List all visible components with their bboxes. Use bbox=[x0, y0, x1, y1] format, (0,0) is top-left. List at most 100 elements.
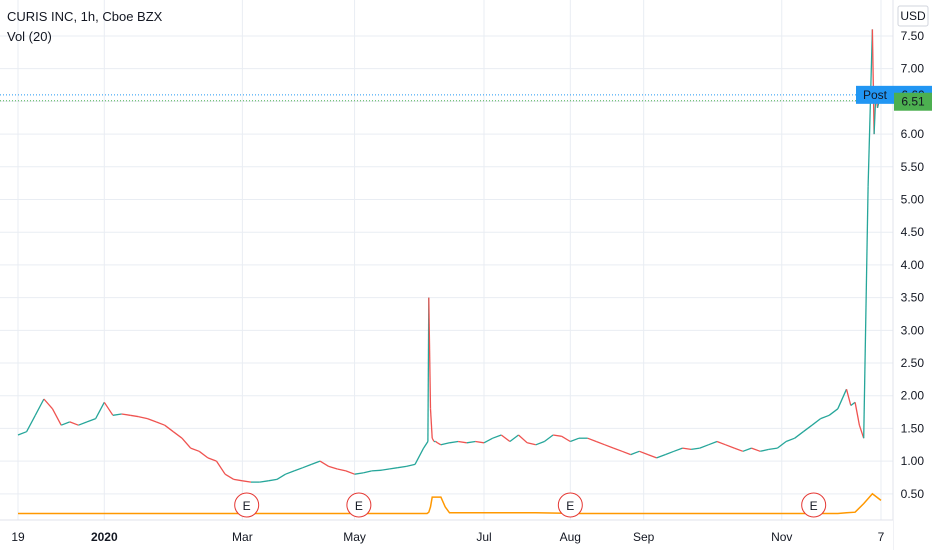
earnings-marker[interactable] bbox=[346, 492, 372, 518]
price-segment bbox=[708, 440, 718, 446]
price-segment bbox=[112, 413, 122, 416]
price-tick-label: 1.50 bbox=[901, 421, 925, 435]
price-segment bbox=[78, 421, 88, 426]
time-tick-label: 2020 bbox=[91, 530, 118, 544]
price-segment bbox=[428, 297, 432, 409]
earnings-marker-label: E bbox=[810, 499, 818, 513]
price-segment bbox=[630, 450, 640, 456]
price-segment bbox=[293, 467, 304, 472]
price-segment bbox=[181, 437, 192, 449]
price-segment bbox=[811, 418, 821, 426]
post-badge-label: Post bbox=[863, 88, 888, 102]
price-tick-label: 4.00 bbox=[901, 258, 925, 272]
currency-label: USD bbox=[900, 9, 926, 23]
time-tick-label: Jul bbox=[476, 530, 491, 544]
price-segment bbox=[190, 447, 200, 452]
earnings-marker[interactable] bbox=[557, 492, 583, 518]
price-segment bbox=[207, 457, 217, 462]
earnings-marker-label: E bbox=[243, 499, 251, 513]
price-segment bbox=[414, 447, 425, 465]
price-segment bbox=[389, 467, 398, 470]
price-segment bbox=[319, 460, 330, 467]
price-segment bbox=[820, 414, 830, 420]
price-segment bbox=[268, 478, 278, 482]
price-segment bbox=[867, 29, 874, 187]
price-segment bbox=[43, 398, 53, 410]
price-axis[interactable]: USD 0.50 1.00 1.50 2.00 2.50 3.00 3.50 4.00 4.50 5… bbox=[856, 0, 932, 550]
price-segment bbox=[233, 478, 243, 482]
price-segment bbox=[458, 440, 467, 444]
price-segment bbox=[509, 434, 519, 443]
price-segment bbox=[760, 448, 769, 452]
earnings-marker[interactable] bbox=[801, 492, 827, 518]
earnings-marker[interactable] bbox=[234, 492, 260, 518]
price-segment bbox=[130, 414, 139, 418]
post-badge bbox=[856, 85, 894, 104]
price-segment bbox=[429, 408, 433, 439]
price-segment bbox=[302, 463, 312, 469]
price-segment bbox=[527, 442, 536, 446]
price-segment bbox=[60, 421, 71, 426]
price-segment bbox=[665, 450, 675, 456]
price-segment bbox=[647, 453, 657, 459]
price-segment bbox=[837, 388, 848, 410]
price-tick-label: 5.00 bbox=[901, 192, 925, 206]
price-segment bbox=[656, 453, 666, 459]
price-tick-label: 3.00 bbox=[901, 323, 925, 337]
price-segment bbox=[734, 447, 744, 452]
price-segment bbox=[535, 440, 545, 446]
price-segment bbox=[518, 434, 528, 444]
price-segment bbox=[639, 450, 649, 456]
price-segment bbox=[86, 417, 96, 423]
time-tick-label: Aug bbox=[560, 530, 581, 544]
price-segment bbox=[587, 437, 597, 443]
price-segment bbox=[406, 463, 416, 468]
price-segment bbox=[285, 470, 295, 475]
price-segment bbox=[440, 442, 450, 446]
last-price-value: 6.51 bbox=[901, 95, 925, 109]
price-segment bbox=[561, 435, 571, 443]
time-tick-label: May bbox=[343, 530, 366, 544]
last-price-badge bbox=[894, 92, 932, 111]
price-segment bbox=[380, 468, 390, 471]
price-segment bbox=[699, 444, 709, 449]
price-segment bbox=[69, 421, 79, 426]
price-segment bbox=[621, 450, 631, 456]
price-segment bbox=[794, 431, 804, 439]
price-segment bbox=[449, 440, 459, 444]
price-segment bbox=[466, 440, 476, 444]
price-segment bbox=[544, 434, 554, 443]
price-segment bbox=[17, 431, 27, 436]
price-tick-label: 6.00 bbox=[901, 127, 925, 141]
price-segment bbox=[198, 450, 209, 459]
price-segment bbox=[354, 472, 364, 475]
price-segment bbox=[26, 414, 36, 433]
price-segment bbox=[777, 440, 787, 449]
price-segment bbox=[725, 444, 735, 449]
price-segment bbox=[242, 480, 252, 483]
price-tick-label: 2.00 bbox=[901, 389, 925, 403]
time-axis[interactable]: 19 2020 Mar May Jul Aug Sep Nov 7 bbox=[0, 519, 893, 550]
price-segment bbox=[328, 465, 338, 470]
price-segment bbox=[172, 431, 183, 439]
price-tick-label: 3.50 bbox=[901, 291, 925, 305]
price-segment bbox=[435, 440, 438, 444]
price-segment bbox=[854, 402, 861, 426]
price-segment bbox=[337, 468, 347, 472]
price-segment bbox=[691, 447, 700, 451]
price-segment bbox=[492, 434, 502, 439]
price-segment bbox=[604, 444, 614, 449]
price-tick-label: 7.00 bbox=[901, 62, 925, 76]
price-segment bbox=[871, 29, 875, 135]
price-segment bbox=[500, 434, 511, 443]
time-tick-label: Mar bbox=[232, 530, 253, 544]
price-segment bbox=[613, 447, 623, 452]
price-layer bbox=[0, 29, 893, 483]
earnings-marker-label: E bbox=[566, 499, 574, 513]
price-segment bbox=[483, 437, 494, 444]
price-segment bbox=[785, 437, 795, 443]
currency-button[interactable] bbox=[897, 5, 929, 27]
price-segment bbox=[423, 441, 429, 449]
price-segment bbox=[164, 424, 174, 433]
